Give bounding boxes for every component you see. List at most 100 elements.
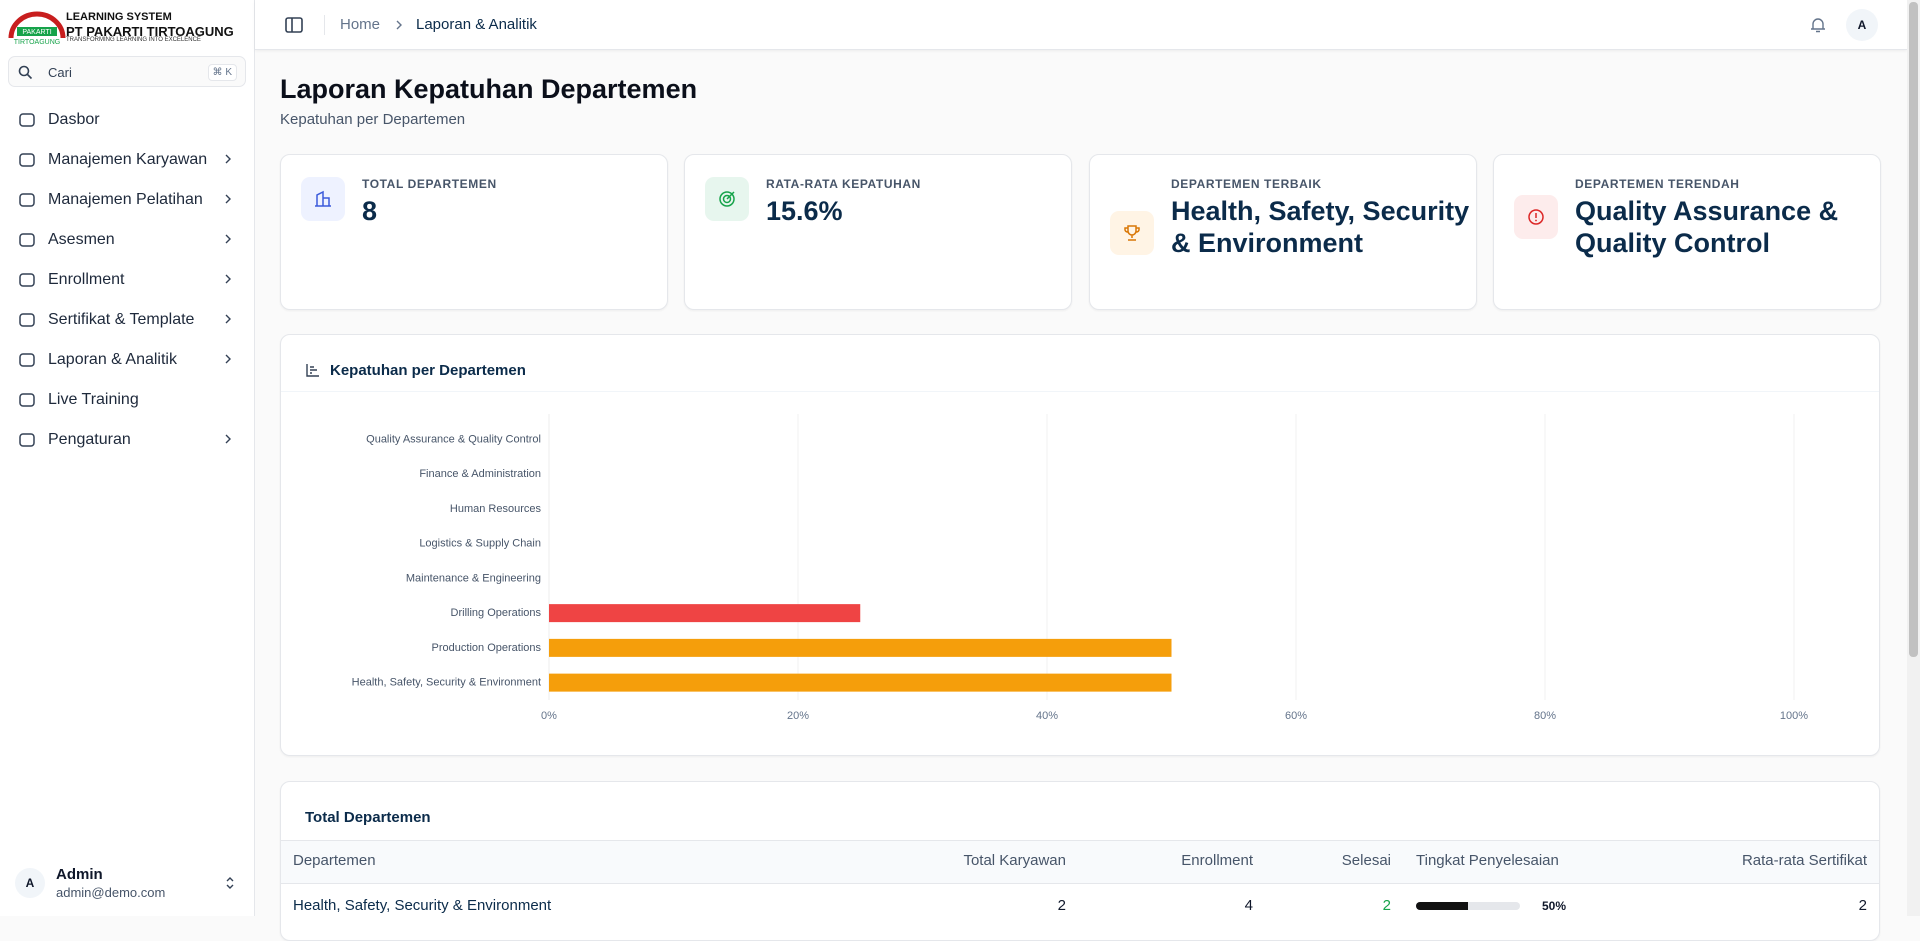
x-tick-label: 100% bbox=[1780, 710, 1808, 722]
menu-chevron bbox=[225, 434, 231, 444]
menu-item[interactable]: Pengaturan bbox=[18, 423, 240, 457]
header-divider bbox=[324, 15, 325, 35]
table-cell: 2 bbox=[1057, 897, 1066, 914]
card-icon bbox=[301, 177, 345, 221]
y-tick-label: Health, Safety, Security & Environment bbox=[352, 677, 541, 689]
chart-card-divider bbox=[281, 391, 1879, 392]
card-value: Health, Safety, Security & Environment bbox=[1171, 196, 1470, 258]
menu-icon-shape bbox=[19, 113, 35, 127]
department-link[interactable]: Health, Safety, Security & Environment bbox=[293, 897, 552, 914]
table-header-cell: Rata-rata Sertifikat bbox=[1741, 852, 1867, 869]
notification-bell[interactable] bbox=[1810, 16, 1826, 34]
menu-chevron bbox=[225, 314, 231, 324]
logo-mark-sub: TIRTOAGUNG bbox=[14, 39, 60, 46]
x-tick-label: 80% bbox=[1534, 710, 1556, 722]
menu-icon-shape bbox=[19, 393, 35, 407]
card-label: DEPARTEMEN TERBAIK bbox=[1171, 177, 1322, 191]
table-header-cell: Enrollment bbox=[1181, 852, 1253, 869]
menu-icon bbox=[19, 113, 35, 127]
chevron-shape bbox=[225, 234, 231, 244]
menu-icon-shape bbox=[19, 313, 35, 327]
table-header-row bbox=[281, 840, 1879, 884]
breadcrumb-separator bbox=[396, 20, 402, 30]
y-tick-label: Finance & Administration bbox=[419, 468, 541, 480]
menu-item[interactable]: Laporan & Analitik bbox=[18, 343, 240, 377]
logo-line2: PT PAKARTI TIRTOAGUNG bbox=[66, 24, 234, 39]
menu-icon bbox=[19, 193, 35, 207]
menu-label: Asesmen bbox=[48, 231, 115, 248]
stat-card: DEPARTEMEN TERBAIK Health, Safety, Secur… bbox=[1089, 154, 1477, 310]
chevron-shape bbox=[225, 274, 231, 284]
card-label: TOTAL DEPARTEMEN bbox=[362, 177, 497, 191]
y-tick-label: Drilling Operations bbox=[451, 607, 542, 619]
menu-icon-shape bbox=[19, 273, 35, 287]
card-icon bbox=[1110, 211, 1154, 255]
card-label: RATA-RATA KEPATUHAN bbox=[766, 177, 921, 191]
y-tick-label: Maintenance & Engineering bbox=[406, 572, 541, 584]
progress-fill bbox=[1416, 902, 1468, 910]
sidebar-toggle[interactable] bbox=[285, 17, 303, 33]
card-icon bbox=[1514, 195, 1558, 239]
menu-chevron bbox=[225, 354, 231, 364]
menu-label: Manajemen Karyawan bbox=[48, 151, 208, 168]
breadcrumb-home[interactable]: Home bbox=[340, 16, 381, 33]
table-cell: 4 bbox=[1244, 897, 1253, 914]
card-label: DEPARTEMEN TERENDAH bbox=[1575, 177, 1740, 191]
menu-icon bbox=[19, 313, 35, 327]
menu-item[interactable]: Dasbor bbox=[18, 103, 240, 137]
table-header-cell: Departemen bbox=[293, 852, 376, 869]
bar bbox=[549, 638, 1172, 657]
scrollbar-thumb[interactable] bbox=[1909, 2, 1918, 657]
table-cell: 2 bbox=[1858, 897, 1867, 914]
table-title: Total Departemen bbox=[305, 809, 431, 826]
chevron-shape bbox=[225, 194, 231, 204]
card-value: 8 bbox=[362, 196, 378, 226]
logo-mark-text: PAKARTI bbox=[22, 29, 51, 36]
chevron-shape bbox=[225, 314, 231, 324]
menu-item[interactable]: Asesmen bbox=[18, 223, 240, 257]
menu-icon bbox=[19, 353, 35, 367]
top-header: Home Laporan & Analitik A bbox=[255, 0, 1907, 50]
user-switch-icon[interactable] bbox=[224, 875, 236, 891]
x-tick-label: 40% bbox=[1036, 710, 1058, 722]
menu-item[interactable]: Manajemen Karyawan bbox=[18, 143, 240, 177]
menu-icon-shape bbox=[19, 233, 35, 247]
menu-chevron bbox=[225, 154, 231, 164]
y-tick-label: Logistics & Supply Chain bbox=[419, 538, 541, 550]
page-subtitle: Kepatuhan per Departemen bbox=[280, 111, 466, 128]
menu-icon-shape bbox=[19, 433, 35, 447]
search-icon bbox=[18, 65, 33, 80]
chart: 0% 20% 40% 60% 80% 100% Quality Assurance & Qu… bbox=[352, 414, 1808, 722]
menu-chevron bbox=[225, 274, 231, 284]
stat-card: DEPARTEMEN TERENDAH Quality Assurance & … bbox=[1493, 154, 1881, 310]
menu-item[interactable]: Live Training bbox=[18, 383, 240, 417]
user-avatar: A bbox=[15, 868, 45, 898]
menu-icon-shape bbox=[19, 353, 35, 367]
x-tick-label: 20% bbox=[787, 710, 809, 722]
progress-label: 50% bbox=[1542, 899, 1567, 913]
menu-icon-shape bbox=[19, 153, 35, 167]
bar bbox=[549, 604, 861, 623]
scrollbar bbox=[1907, 0, 1920, 916]
sidebar: PAKARTI TIRTOAGUNG LEARNING SYSTEM PT PA… bbox=[0, 0, 255, 916]
header-avatar[interactable]: A bbox=[1846, 9, 1878, 41]
chart-card-icon bbox=[306, 364, 319, 377]
menu-icon-shape bbox=[19, 193, 35, 207]
menu-label: Manajemen Pelatihan bbox=[48, 191, 203, 208]
card-value: Quality Assurance & Quality Control bbox=[1575, 196, 1839, 258]
menu-item[interactable]: Manajemen Pelatihan bbox=[18, 183, 240, 217]
logo-mark: PAKARTI TIRTOAGUNG bbox=[8, 11, 66, 46]
menu-label: Enrollment bbox=[48, 271, 125, 288]
y-tick-label: Production Operations bbox=[432, 642, 542, 654]
logo-line1: LEARNING SYSTEM bbox=[66, 11, 172, 23]
card-value: 15.6% bbox=[766, 196, 843, 226]
search-box[interactable]: Cari ⌘ K bbox=[8, 56, 246, 87]
menu-item[interactable]: Enrollment bbox=[18, 263, 240, 297]
bar bbox=[549, 673, 1172, 692]
table-header-cell: Total Karyawan bbox=[963, 852, 1066, 869]
page-title: Laporan Kepatuhan Departemen bbox=[280, 74, 698, 104]
menu-item[interactable]: Sertifikat & Template bbox=[18, 303, 240, 337]
menu-icon bbox=[19, 393, 35, 407]
progress-track bbox=[1416, 902, 1520, 910]
